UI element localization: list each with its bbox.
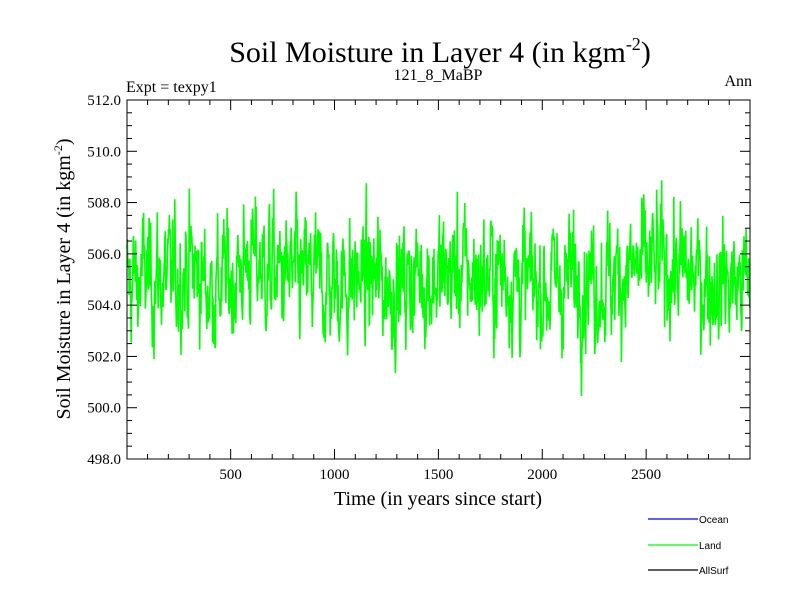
chart-title-main: Soil Moisture in Layer 4 (in kgm: [229, 36, 626, 69]
ticks-group: 500 1000 1500 2000 2500 498.0 500.0 502.0 504.0 5…: [87, 93, 750, 483]
x-tick-label: 1000: [320, 467, 350, 483]
legend: Ocean Land AllSurf: [648, 515, 729, 577]
y-axis-label-end: ): [53, 138, 75, 145]
chart-title-end: ): [641, 36, 651, 69]
y-tick-label: 510.0: [87, 144, 121, 160]
x-tick-label: 2000: [527, 467, 557, 483]
x-tick-label: 1500: [423, 467, 453, 483]
chart-title-superscript: -2: [626, 34, 641, 54]
y-axis-label-superscript: -2: [51, 145, 65, 155]
y-tick-label: 502.0: [87, 349, 121, 365]
y-tick-label: 506.0: [87, 247, 121, 263]
legend-label-allsurf: AllSurf: [699, 566, 729, 577]
y-tick-label: 498.0: [87, 452, 121, 468]
legend-label-ocean: Ocean: [699, 515, 728, 526]
series-line-land: [126, 180, 751, 397]
x-tick-label: 500: [219, 467, 242, 483]
subtitle-period: 121_8_MaBP: [394, 67, 483, 84]
y-tick-label: 512.0: [87, 93, 121, 109]
x-axis-label: Time (in years since start): [334, 488, 542, 510]
y-tick-label: 504.0: [87, 298, 121, 314]
y-tick-label: 500.0: [87, 401, 121, 417]
y-axis-label: Soil Moisture in Layer 4 (in kgm-2): [51, 138, 75, 419]
y-tick-label: 508.0: [87, 196, 121, 212]
chart-title: Soil Moisture in Layer 4 (in kgm-2): [229, 34, 651, 69]
subtitle-season: Ann: [724, 73, 752, 90]
y-axis-label-main: Soil Moisture in Layer 4 (in kgm: [53, 155, 75, 420]
subtitle-experiment: Expt = texpy1: [126, 79, 217, 96]
x-tick-label: 2500: [631, 467, 661, 483]
series-group: [126, 180, 751, 397]
legend-label-land: Land: [699, 541, 721, 552]
